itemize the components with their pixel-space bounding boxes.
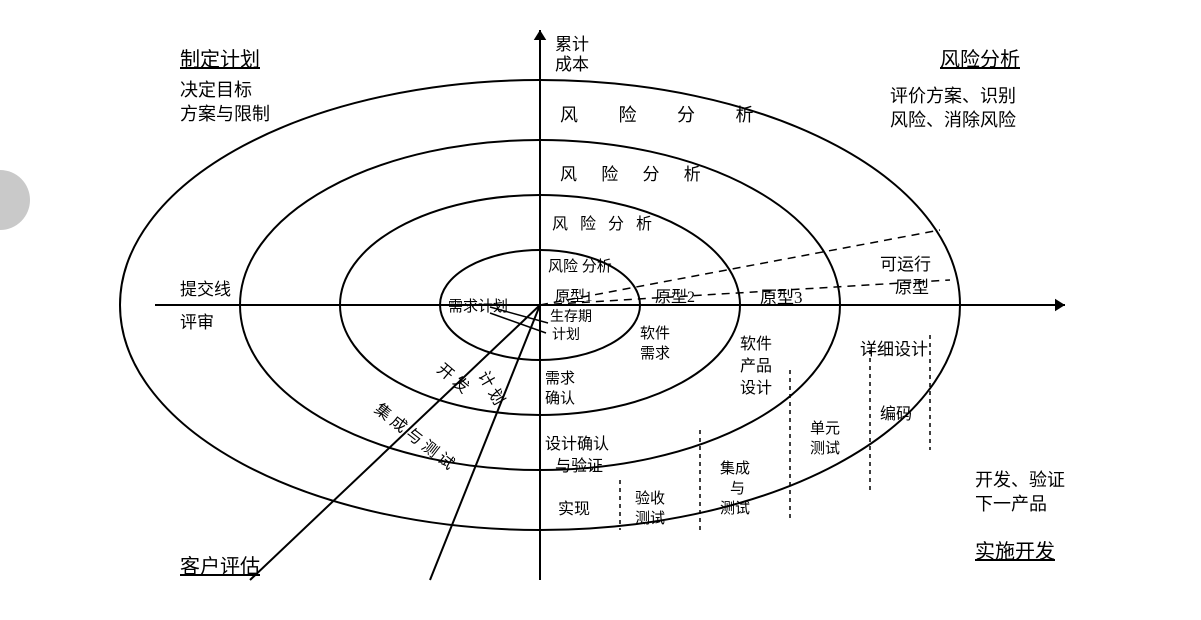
sw-req1: 软件: [640, 325, 670, 343]
runnable-proto1: 可运行: [880, 255, 931, 275]
quadrant-tl-title: 制定计划: [180, 48, 260, 72]
quadrant-br-line2: 下一产品: [975, 494, 1047, 516]
proto1-label: 原型1: [555, 288, 593, 306]
int3: 测试: [720, 500, 750, 518]
req-confirm1: 需求: [545, 370, 575, 388]
unit2: 测试: [810, 440, 840, 458]
design-conf1: 设计确认: [545, 435, 609, 454]
quadrant-tl-sub2: 方案与限制: [180, 104, 270, 126]
life-cycle2: 计划: [552, 328, 580, 345]
sw-prod1: 软件: [740, 335, 772, 354]
req-plan-label: 需求计划: [448, 298, 508, 316]
sw-prod2: 产品: [740, 357, 772, 376]
quadrant-tl-sub1: 决定目标: [180, 80, 252, 102]
accept1: 验收: [635, 490, 665, 508]
design-conf2: 与验证: [555, 457, 603, 476]
quadrant-tr-sub1: 评价方案、识别: [890, 86, 1016, 108]
runnable-proto2: 原型: [895, 278, 929, 298]
accept2: 测试: [635, 510, 665, 528]
quadrant-bl-title: 客户评估: [180, 555, 260, 579]
quadrant-br-line1: 开发、验证: [975, 470, 1065, 492]
ring4-risk: 风 险 分 析: [560, 105, 772, 127]
spiral-model-diagram: { "diagram": { "type": "spiral-model", "…: [0, 0, 1201, 620]
quadrant-br-sub: 实施开发: [975, 540, 1055, 564]
ring1-risk: 风险 分析: [548, 258, 612, 276]
proto3-label: 原型3: [760, 288, 803, 308]
life-cycle1: 生存期: [550, 310, 592, 327]
sw-req2: 需求: [640, 345, 670, 363]
x-axis-label-top: 提交线: [180, 280, 231, 300]
ring3-risk: 风 险 分 析: [560, 165, 711, 185]
sw-prod3: 设计: [740, 379, 772, 398]
int2: 与: [730, 480, 745, 498]
y-axis-label1: 累计: [555, 35, 589, 55]
y-axis-label2: 成本: [555, 55, 589, 75]
code-label: 编码: [880, 405, 912, 424]
quadrant-tr-title: 风险分析: [940, 48, 1020, 72]
req-confirm2: 确认: [545, 390, 575, 408]
detail-design: 详细设计: [860, 340, 928, 360]
ring2-risk: 风 险 分 析: [552, 215, 656, 234]
impl-label: 实现: [558, 500, 590, 519]
quadrant-tr-sub2: 风险、消除风险: [890, 110, 1016, 132]
int1: 集成: [720, 460, 750, 478]
unit1: 单元: [810, 420, 840, 438]
x-axis-label-bot: 评审: [180, 313, 214, 333]
proto2-label: 原型2: [655, 288, 695, 307]
